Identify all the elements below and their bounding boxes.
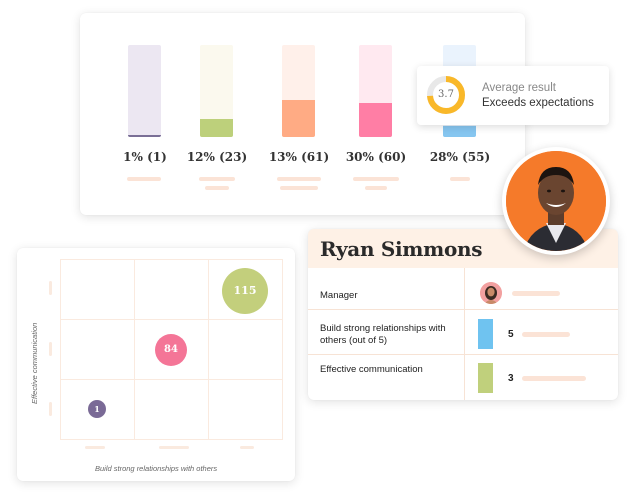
- nine-box-card: 115 84 1: [17, 248, 295, 481]
- profile-avatar[interactable]: [502, 147, 610, 255]
- grid-cell: [60, 319, 135, 380]
- distribution-label-4: 30% (60): [345, 150, 407, 164]
- text-placeholder: [280, 186, 318, 190]
- text-placeholder: [365, 186, 387, 190]
- distribution-label-2: 12% (23): [186, 150, 248, 164]
- distribution-label-3: 13% (61): [268, 150, 330, 164]
- gauge-arc: [427, 76, 465, 114]
- distribution-bar-4: [359, 45, 392, 137]
- score-gauge-icon: [427, 76, 465, 114]
- relationships-value: 5: [508, 329, 514, 340]
- x-axis-label: Build strong relationships with others: [95, 464, 218, 473]
- distribution-bar-1-fill: [128, 135, 161, 137]
- communication-placeholder: [522, 376, 586, 381]
- y-tick-placeholder: [49, 402, 52, 416]
- text-placeholder: [205, 186, 229, 190]
- y-tick-placeholder: [49, 342, 52, 356]
- column-divider: [464, 268, 465, 400]
- grid-cell: [134, 259, 209, 320]
- grid-cell: [134, 379, 209, 440]
- y-tick-placeholder: [49, 281, 52, 295]
- relationships-placeholder: [522, 332, 570, 337]
- text-placeholder: [199, 177, 235, 181]
- x-tick-placeholder: [85, 446, 105, 449]
- profile-card: Ryan Simmons Manager Build strong relati…: [308, 229, 618, 400]
- manager-avatar[interactable]: [480, 282, 502, 304]
- x-tick-placeholder: [240, 446, 254, 449]
- relationships-bar: [478, 319, 493, 349]
- profile-name: Ryan Simmons: [320, 237, 483, 261]
- distribution-bar-2-fill: [200, 118, 233, 137]
- grid-cell: [208, 319, 283, 380]
- average-result-card: 3.7 Average result Exceeds expectations: [417, 66, 609, 125]
- distribution-bar-4-fill: [359, 102, 392, 137]
- grid-cell: [60, 259, 135, 320]
- distribution-bar-5-fill: [443, 125, 476, 137]
- manager-name-placeholder: [512, 291, 560, 296]
- distribution-label-1: 1% (1): [123, 150, 167, 164]
- relationships-label: Build strong relationships with others (…: [320, 323, 446, 346]
- distribution-bar-1: [128, 45, 161, 137]
- distribution-bar-2: [200, 45, 233, 137]
- row-divider: [308, 354, 618, 355]
- bubble-mid[interactable]: 84: [155, 334, 187, 366]
- person-icon: [506, 151, 606, 251]
- bubble-high[interactable]: 115: [222, 268, 268, 314]
- row-divider: [308, 309, 618, 310]
- distribution-label-5: 28% (55): [429, 150, 491, 164]
- average-score: 3.7: [438, 89, 454, 100]
- distribution-bar-3: [282, 45, 315, 137]
- distribution-bar-3-fill: [282, 100, 315, 137]
- text-placeholder: [277, 177, 321, 181]
- bubble-low[interactable]: 1: [88, 400, 106, 418]
- person-icon: [480, 282, 502, 304]
- communication-value: 3: [508, 373, 514, 384]
- text-placeholder: [127, 177, 161, 181]
- text-placeholder: [353, 177, 399, 181]
- grid-cell: [208, 379, 283, 440]
- manager-label: Manager: [320, 290, 358, 301]
- text-placeholder: [450, 177, 470, 181]
- communication-bar: [478, 363, 493, 393]
- communication-label: Effective communication: [320, 364, 423, 375]
- x-tick-placeholder: [159, 446, 189, 449]
- y-axis-label: Effective communication: [30, 322, 39, 404]
- average-subtitle: Exceeds expectations: [482, 97, 594, 109]
- average-title: Average result: [482, 82, 556, 94]
